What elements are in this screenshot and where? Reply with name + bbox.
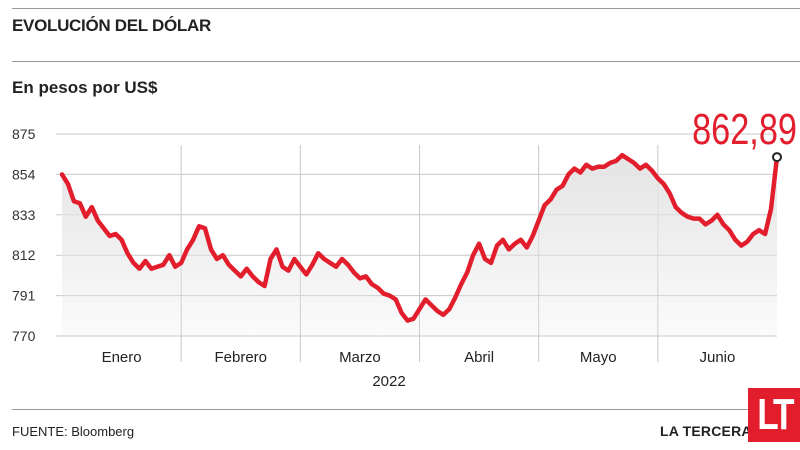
last-value-annotation: 862,89 xyxy=(692,105,797,154)
y-tick-label: 833 xyxy=(12,207,36,223)
y-tick-label: 770 xyxy=(12,328,36,344)
month-label: Junio xyxy=(699,349,735,366)
footer-divider xyxy=(12,409,748,410)
x-axis-year-label: 2022 xyxy=(372,373,405,390)
month-label: Abril xyxy=(464,349,494,366)
y-tick-label: 875 xyxy=(12,126,36,142)
chart-title: EVOLUCIÓN DEL DÓLAR xyxy=(12,16,211,35)
la-tercera-logo: LT xyxy=(748,388,800,442)
month-label: Febrero xyxy=(214,349,267,366)
y-tick-label: 791 xyxy=(12,288,36,304)
area-fill xyxy=(62,155,777,336)
month-label: Marzo xyxy=(339,349,381,366)
line-chart: 875 854 833 812 791 770 862,89 Enero Febrero Marz… xyxy=(12,105,797,390)
source-note: FUENTE: Bloomberg xyxy=(12,424,135,439)
y-tick-label: 854 xyxy=(12,166,36,182)
chart-subtitle: En pesos por US$ xyxy=(12,78,158,97)
series-line xyxy=(59,152,780,323)
title-divider xyxy=(12,61,800,62)
brand-name: LA TERCERA xyxy=(660,423,752,439)
month-label: Mayo xyxy=(580,349,617,366)
end-point-marker xyxy=(772,152,782,163)
y-tick-label: 812 xyxy=(12,247,36,263)
month-label: Enero xyxy=(102,349,142,366)
logo-text: LT xyxy=(757,390,794,439)
top-rule xyxy=(12,8,800,9)
